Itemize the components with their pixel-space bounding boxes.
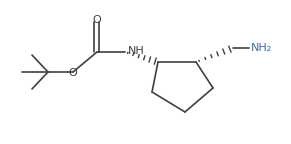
Text: O: O [69,68,77,78]
Text: NH: NH [128,46,145,56]
Text: O: O [93,15,101,25]
Text: NH₂: NH₂ [251,43,272,53]
